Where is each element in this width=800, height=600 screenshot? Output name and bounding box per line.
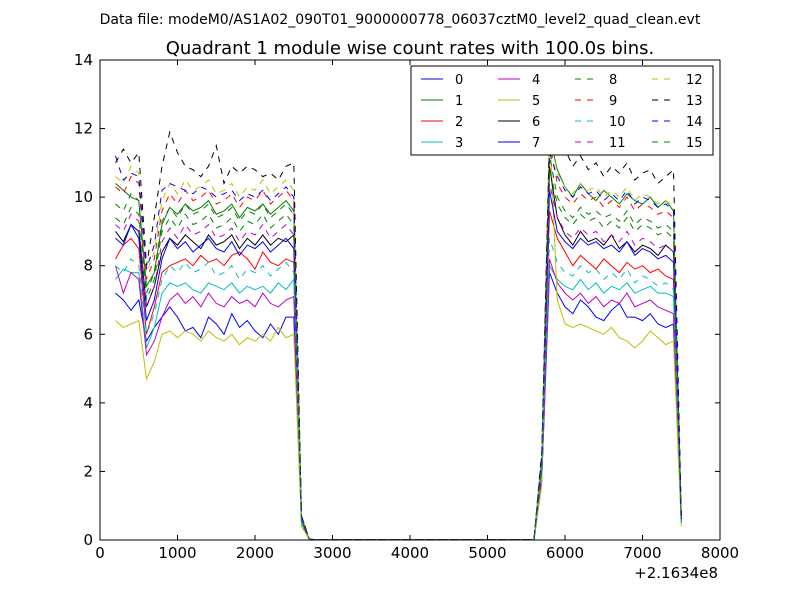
x-tick-label: 2000 xyxy=(236,544,274,562)
legend-box xyxy=(410,65,714,156)
legend-label-3: 3 xyxy=(455,136,463,151)
series-line-14 xyxy=(115,152,682,540)
y-tick-label: 6 xyxy=(83,325,93,343)
y-tick-label: 14 xyxy=(74,51,93,69)
legend-label-9: 9 xyxy=(609,94,617,109)
series-line-6 xyxy=(115,166,682,540)
series-line-0 xyxy=(115,272,682,540)
series-line-13 xyxy=(115,130,682,540)
legend-label-10: 10 xyxy=(609,115,626,130)
series-line-11 xyxy=(115,183,682,540)
series-line-15 xyxy=(115,169,682,540)
legend-label-6: 6 xyxy=(532,115,540,130)
series-line-2 xyxy=(115,210,682,540)
header-text: Data file: modeM0/AS1A02_090T01_90000007… xyxy=(100,12,701,28)
legend-label-5: 5 xyxy=(532,94,540,109)
x-tick-label: 3000 xyxy=(313,544,351,562)
series-line-9 xyxy=(115,142,682,540)
legend-label-8: 8 xyxy=(609,73,617,88)
legend-label-13: 13 xyxy=(686,94,703,109)
x-tick-label: 7000 xyxy=(623,544,661,562)
x-tick-label: 8000 xyxy=(701,544,739,562)
legend-label-15: 15 xyxy=(686,136,703,151)
y-tick-label: 12 xyxy=(74,120,93,138)
series-line-7 xyxy=(115,190,682,540)
legend-label-11: 11 xyxy=(609,136,626,151)
x-tick-label: 5000 xyxy=(468,544,506,562)
x-tick-label: 1000 xyxy=(158,544,196,562)
series-line-12 xyxy=(115,131,682,540)
x-tick-label: 6000 xyxy=(546,544,584,562)
y-tick-label: 10 xyxy=(74,188,93,206)
y-tick-label: 0 xyxy=(83,531,93,549)
x-tick-label: 0 xyxy=(95,544,105,562)
legend-label-12: 12 xyxy=(686,73,703,88)
y-tick-label: 2 xyxy=(83,462,93,480)
legend-label-14: 14 xyxy=(686,115,703,130)
series-line-8 xyxy=(115,155,682,540)
legend-label-4: 4 xyxy=(532,73,540,88)
chart-title: Quadrant 1 module wise count rates with … xyxy=(166,38,655,59)
y-tick-label: 8 xyxy=(83,257,93,275)
plot-area xyxy=(115,125,682,540)
legend-label-7: 7 xyxy=(532,136,540,151)
series-line-4 xyxy=(115,258,682,540)
legend-label-2: 2 xyxy=(455,115,463,130)
axes: 0 1000 2000 3000 4000 5000 6000 7000 80000246810… xyxy=(74,51,739,562)
legend-label-1: 1 xyxy=(455,94,463,109)
legend-label-0: 0 xyxy=(455,73,463,88)
x-tick-label: 4000 xyxy=(391,544,429,562)
x-offset-label: +2.1634e8 xyxy=(634,564,718,582)
series-line-10 xyxy=(115,238,682,540)
y-tick-label: 4 xyxy=(83,394,93,412)
